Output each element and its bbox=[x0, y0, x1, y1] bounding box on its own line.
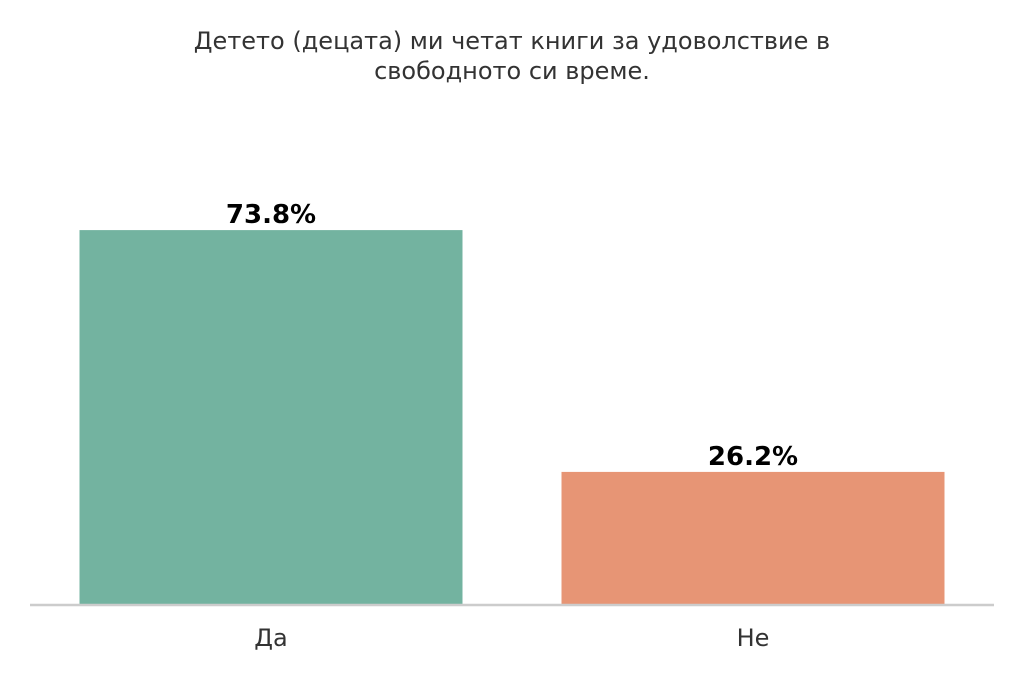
bar-value-label-1: 73.8% bbox=[226, 200, 316, 230]
bar-1 bbox=[79, 230, 463, 605]
chart-title: Детето (децата) ми четат книги за удовол… bbox=[0, 26, 1024, 86]
x-tick-label-2: Не bbox=[737, 624, 770, 652]
bar-2 bbox=[561, 471, 945, 605]
chart-title-line-1: Детето (децата) ми четат книги за удовол… bbox=[193, 27, 831, 55]
chart-title-line-2: свободното си време. bbox=[374, 57, 650, 85]
bar-value-label-2: 26.2% bbox=[708, 442, 798, 472]
x-tick-label-1: Да bbox=[254, 624, 287, 652]
